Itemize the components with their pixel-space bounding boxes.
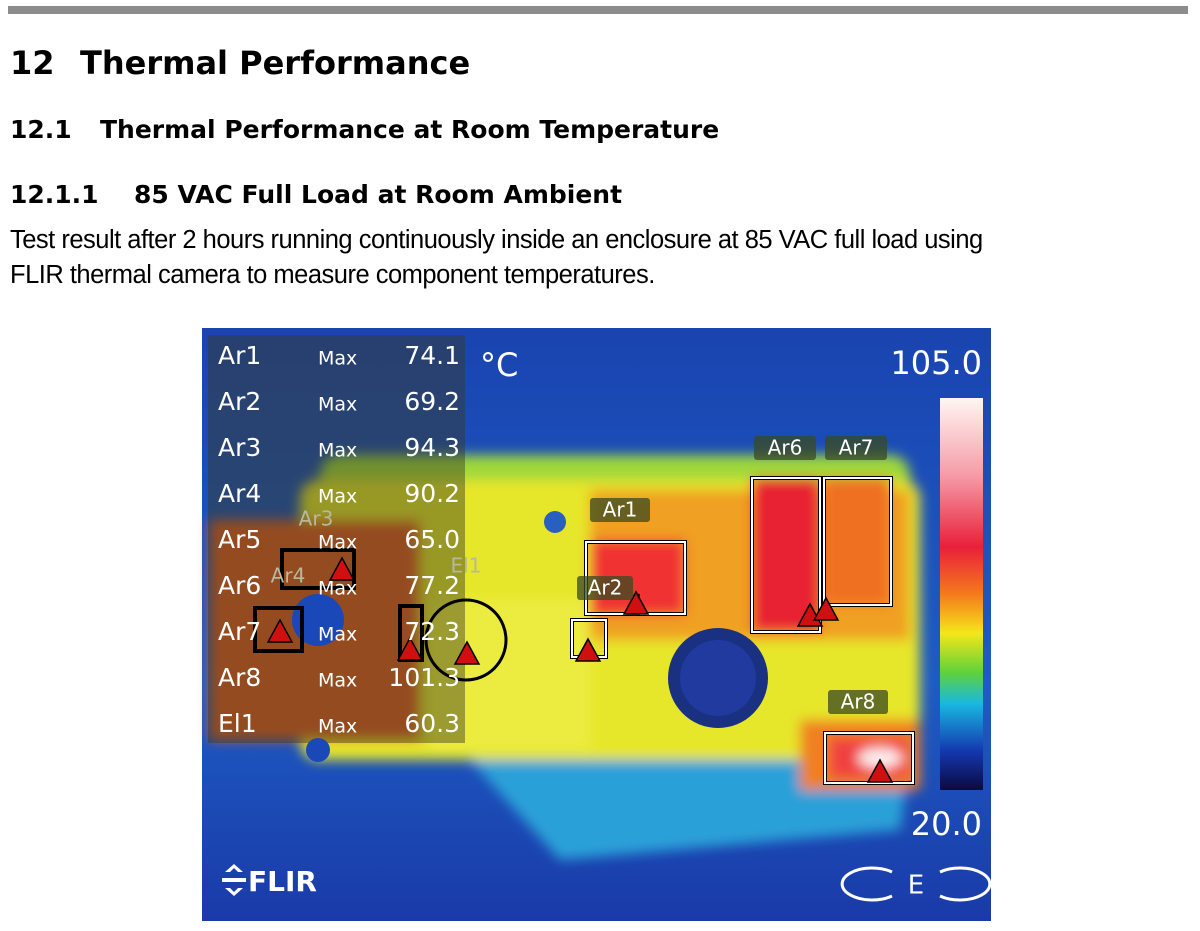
unit: °C (480, 346, 518, 384)
heading-number: 12.1.1 (10, 180, 99, 209)
scale-min: 20.0 (911, 805, 982, 843)
logo: FLIR (248, 865, 317, 898)
measurement-value: 94.3 (404, 433, 460, 462)
measurement-name: Ar1 (218, 341, 261, 370)
measurement-name: El1 (218, 709, 257, 738)
measurement-value: 77.2 (404, 571, 460, 600)
logo-icon (222, 864, 246, 896)
heading-title: Thermal Performance at Room Temperature (100, 115, 720, 144)
heading-2: 12.1 Thermal Performance at Room Temperat… (10, 115, 719, 144)
measurement-value: 65.0 (404, 525, 460, 554)
measurement-name: Ar7 (218, 617, 261, 646)
measurement-name: Ar8 (218, 663, 261, 692)
heading-1: 12 Thermal Performance (10, 44, 470, 82)
area-label: Ar3 (299, 507, 334, 531)
measurement-value: 60.3 (404, 709, 460, 738)
top-rule (8, 6, 1188, 14)
area-label: Ar7 (839, 436, 874, 460)
measurement-stat: Max (318, 394, 357, 416)
area-label: Ar2 (588, 576, 623, 600)
area-label: Ar4 (271, 564, 306, 588)
measurement-name: Ar5 (218, 525, 261, 554)
heading-title: 85 VAC Full Load at Room Ambient (134, 180, 623, 209)
heading-title: Thermal Performance (80, 44, 471, 82)
measurement-stat: Max (318, 440, 357, 462)
measurement-stat: Max (318, 624, 357, 646)
area-label: Ar8 (841, 690, 876, 714)
measurement-name: Ar4 (218, 479, 261, 508)
measurement-value: 90.2 (404, 479, 460, 508)
measurement-value: 69.2 (404, 387, 460, 416)
measurement-stat: Max (318, 532, 357, 554)
measurement-name: Ar6 (218, 571, 261, 600)
measurement-stat: Max (318, 486, 357, 508)
heading-3: 12.1.1 85 VAC Full Load at Room Ambient (10, 180, 622, 209)
measurement-name: Ar3 (218, 433, 261, 462)
measurement-value: 74.1 (404, 341, 460, 370)
area-label: Ar6 (768, 436, 803, 460)
heading-number: 12.1 (10, 115, 72, 144)
measurement-stat: Max (318, 578, 357, 600)
paragraph-line: FLIR thermal camera to measure component… (10, 261, 655, 289)
measurement-stat: Max (318, 348, 357, 370)
heading-number: 12 (10, 44, 55, 82)
measurement-stat: Max (318, 670, 357, 692)
area-label: Ar1 (603, 498, 638, 522)
measurement-value: 101.3 (388, 663, 460, 692)
measurement-name: Ar2 (218, 387, 261, 416)
area-label: El1 (451, 554, 482, 578)
paragraph-line: Test result after 2 hours running contin… (10, 226, 983, 254)
mode-icon: E (908, 871, 924, 901)
measurement-stat: Max (318, 716, 357, 738)
mode-ring (840, 866, 992, 902)
scale-max: 105.0 (890, 344, 982, 382)
measurement-value: 72.3 (404, 617, 460, 646)
